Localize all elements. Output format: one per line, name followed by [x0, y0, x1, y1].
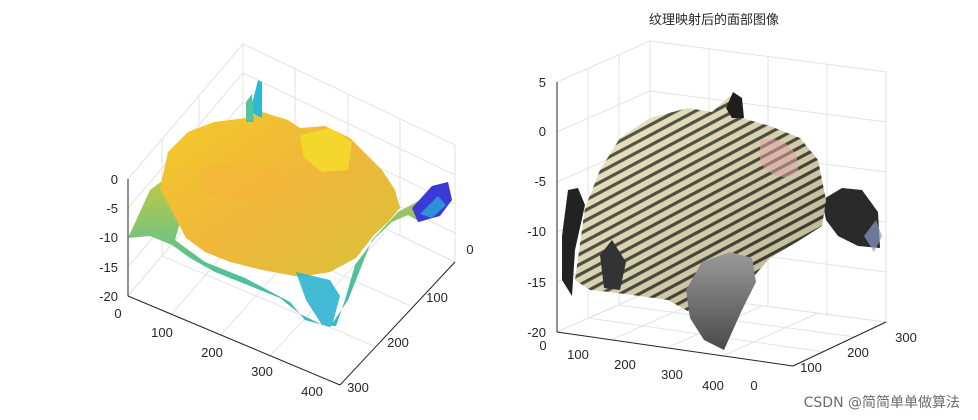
right-x-tick: 0: [539, 338, 546, 353]
right-z-tick: -15: [527, 275, 546, 290]
left-y-tick: 200: [387, 335, 409, 350]
right-y-tick: 200: [847, 345, 869, 360]
left-y-axis: [339, 261, 456, 386]
left-x-ticks: 0 100 200 300 400: [114, 306, 322, 399]
right-x-tick: 100: [567, 347, 589, 362]
right-z-tick: -20: [527, 325, 546, 340]
right-z-ticks: 5 0 -5 -10 -15 -20: [527, 75, 546, 340]
left-y-tick: 0: [466, 242, 473, 257]
left-z-tick: -10: [99, 230, 118, 245]
right-x-ticks: 0 100 200 300 400: [539, 338, 723, 393]
left-x-tick: 300: [251, 364, 273, 379]
right-z-tick: -10: [527, 224, 546, 239]
left-x-tick: 100: [151, 325, 173, 340]
left-axes: 0 -5 -10 -15 -20 0 100 200 300 400 0 100…: [99, 42, 474, 399]
left-surface: [128, 80, 452, 327]
left-x-tick: 400: [301, 384, 323, 399]
right-surface: [562, 92, 882, 350]
right-y-axis: [792, 321, 887, 367]
right-axes: 纹理映射后的面部图像: [527, 12, 917, 393]
left-y-tick: 300: [347, 380, 369, 395]
right-z-tick: 5: [539, 75, 546, 90]
left-x-axis: [127, 295, 341, 386]
right-x-tick: 400: [702, 378, 724, 393]
right-x-tick: 200: [614, 357, 636, 372]
left-y-tick: 100: [426, 290, 448, 305]
right-y-ticks: 0 100 200 300: [750, 330, 916, 393]
left-x-tick: 0: [114, 306, 121, 321]
left-z-tick: -5: [106, 201, 118, 216]
right-x-tick: 300: [661, 367, 683, 382]
right-x-axis: [556, 331, 794, 367]
left-z-tick: 0: [111, 172, 118, 187]
left-x-tick: 200: [201, 345, 223, 360]
right-chart-title: 纹理映射后的面部图像: [649, 12, 779, 28]
right-y-tick: 0: [750, 378, 757, 393]
right-z-tick: -5: [534, 174, 546, 189]
left-z-tick: -20: [99, 289, 118, 304]
right-y-tick: 100: [800, 360, 822, 375]
right-z-tick: 0: [539, 124, 546, 139]
right-y-tick: 300: [895, 330, 917, 345]
watermark: CSDN @简简单单做算法: [804, 394, 960, 411]
left-y-ticks: 0 100 200 300: [347, 242, 473, 395]
left-z-ticks: 0 -5 -10 -15 -20: [99, 172, 118, 304]
left-z-tick: -15: [99, 260, 118, 275]
